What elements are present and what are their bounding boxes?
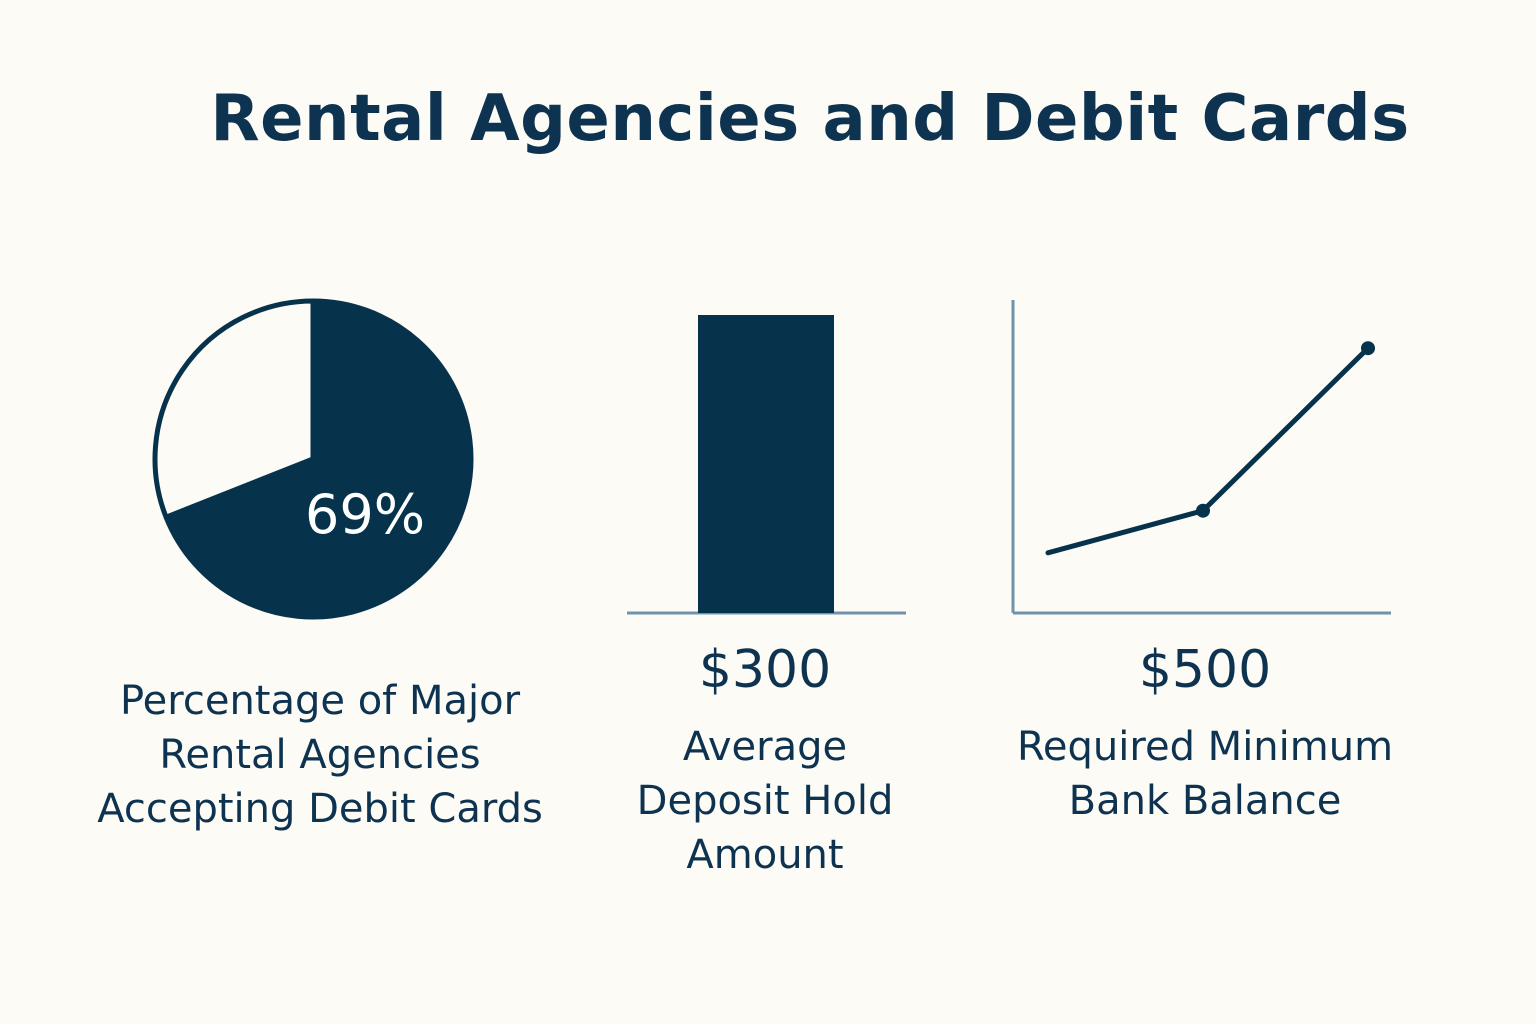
pie-data-label: 69% <box>305 483 425 546</box>
pie-caption: Percentage of Major Rental Agencies Acce… <box>70 674 570 836</box>
pie-caption-line: Accepting Debit Cards <box>97 786 543 832</box>
pie-slice <box>152 298 316 520</box>
line-point <box>1361 341 1375 356</box>
bar-caption: Average Deposit Hold Amount <box>565 720 965 882</box>
line-caption-line: Bank Balance <box>1068 778 1342 824</box>
pie-chart: 69% <box>152 298 474 620</box>
line-caption: Required Minimum Bank Balance <box>980 720 1430 828</box>
pie-caption-line: Rental Agencies <box>159 732 481 778</box>
bar-caption-line: Average <box>682 724 848 770</box>
pie-slice <box>163 298 474 620</box>
page-title: Rental Agencies and Debit Cards <box>210 82 1410 156</box>
bar-chart <box>627 315 906 615</box>
line-value-label: $500 <box>1138 640 1272 700</box>
line-caption-line: Required Minimum <box>1016 724 1394 770</box>
line-chart <box>1011 300 1391 615</box>
pie-caption-line: Percentage of Major <box>119 678 521 724</box>
bar <box>698 315 834 613</box>
bar-caption-line: Deposit Hold <box>636 778 894 824</box>
line-point <box>1196 503 1210 518</box>
line-series <box>1045 345 1371 556</box>
bar-value-label: $300 <box>698 640 832 700</box>
bar-caption-line: Amount <box>686 832 844 878</box>
